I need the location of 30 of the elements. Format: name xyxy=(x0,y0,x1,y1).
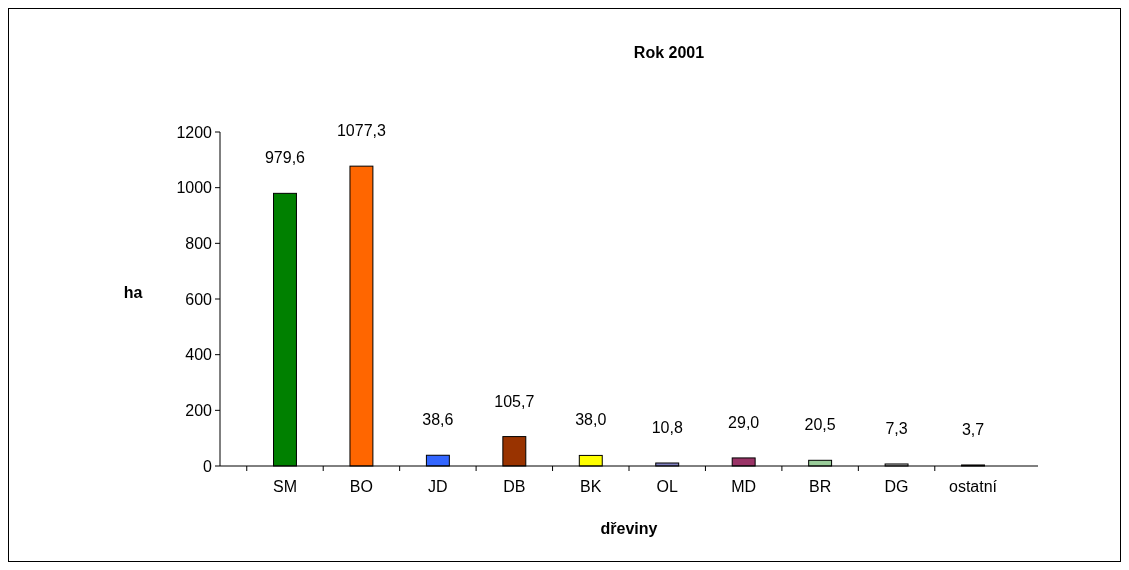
x-tick-label: MD xyxy=(731,478,757,495)
y-tick-label: 200 xyxy=(185,401,213,419)
data-label: 10,8 xyxy=(651,418,683,436)
data-label: 38,0 xyxy=(575,411,607,429)
data-label: 29,0 xyxy=(728,413,760,431)
x-tick-label: BO xyxy=(349,478,373,495)
x-tick-label: OL xyxy=(656,478,678,495)
data-label: 1077,3 xyxy=(336,122,386,140)
y-tick-label: 600 xyxy=(185,290,213,308)
data-label: 3,7 xyxy=(961,420,985,438)
y-tick-label: 400 xyxy=(185,346,213,364)
x-tick-label: DB xyxy=(503,478,526,495)
y-tick-label: 1200 xyxy=(176,123,213,141)
y-tick-label: 1000 xyxy=(176,179,213,197)
x-tick-label: ostatní xyxy=(949,478,998,495)
data-label: 7,3 xyxy=(885,419,908,437)
y-tick-label: 0 xyxy=(203,457,213,475)
x-tick-label: BK xyxy=(580,478,602,495)
x-tick-label: BR xyxy=(809,478,832,495)
x-tick-label: JD xyxy=(428,478,448,495)
data-label: 20,5 xyxy=(804,416,836,434)
x-tick-label: SM xyxy=(272,478,297,495)
y-tick-label: 800 xyxy=(185,234,213,252)
data-label: 105,7 xyxy=(494,392,535,410)
data-label: 979,6 xyxy=(264,149,306,167)
x-tick-label: DG xyxy=(884,478,909,495)
y-axis-title: ha xyxy=(123,284,143,301)
x-axis-title: dřeviny xyxy=(600,520,658,537)
chart-title: Rok 2001 xyxy=(633,44,705,61)
data-label: 38,6 xyxy=(422,411,454,429)
